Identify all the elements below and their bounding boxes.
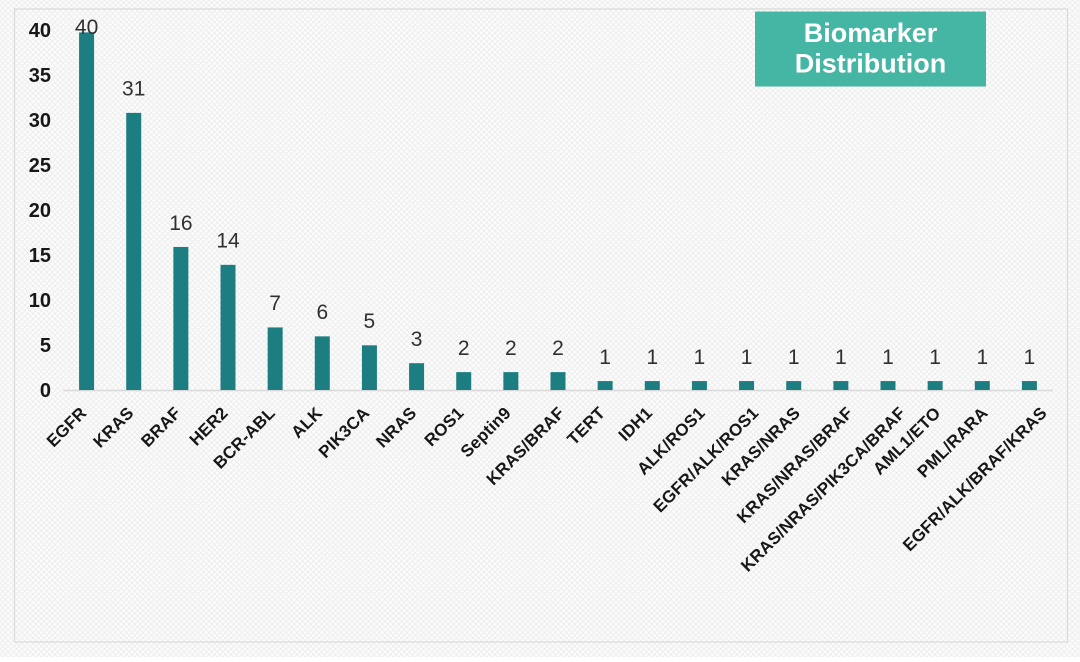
- svg-text:40: 40: [75, 16, 98, 39]
- svg-text:35: 35: [29, 65, 51, 87]
- svg-text:31: 31: [122, 78, 145, 101]
- svg-text:10: 10: [29, 290, 51, 312]
- svg-text:1: 1: [882, 346, 894, 369]
- svg-text:1: 1: [599, 346, 611, 369]
- svg-text:2: 2: [552, 337, 564, 360]
- svg-text:1: 1: [835, 346, 847, 369]
- svg-text:2: 2: [458, 337, 470, 360]
- svg-text:1: 1: [929, 346, 941, 369]
- svg-text:1: 1: [976, 346, 988, 369]
- svg-text:7: 7: [269, 292, 281, 315]
- svg-text:0: 0: [40, 380, 51, 402]
- svg-text:16: 16: [169, 212, 192, 235]
- svg-text:20: 20: [29, 200, 51, 222]
- svg-text:25: 25: [29, 155, 51, 177]
- svg-text:15: 15: [29, 245, 51, 267]
- svg-text:1: 1: [1024, 346, 1036, 369]
- svg-text:1: 1: [646, 346, 658, 369]
- svg-text:5: 5: [364, 310, 376, 333]
- svg-text:Biomarker: Biomarker: [804, 18, 938, 48]
- svg-text:14: 14: [216, 230, 240, 253]
- svg-text:1: 1: [741, 346, 753, 369]
- svg-text:40: 40: [29, 20, 51, 42]
- svg-text:30: 30: [29, 110, 51, 132]
- svg-text:1: 1: [694, 346, 706, 369]
- svg-text:2: 2: [505, 337, 517, 360]
- svg-text:1: 1: [788, 346, 800, 369]
- svg-text:3: 3: [411, 328, 423, 351]
- svg-text:Distribution: Distribution: [795, 49, 946, 79]
- svg-text:5: 5: [40, 335, 51, 357]
- svg-text:6: 6: [316, 301, 328, 324]
